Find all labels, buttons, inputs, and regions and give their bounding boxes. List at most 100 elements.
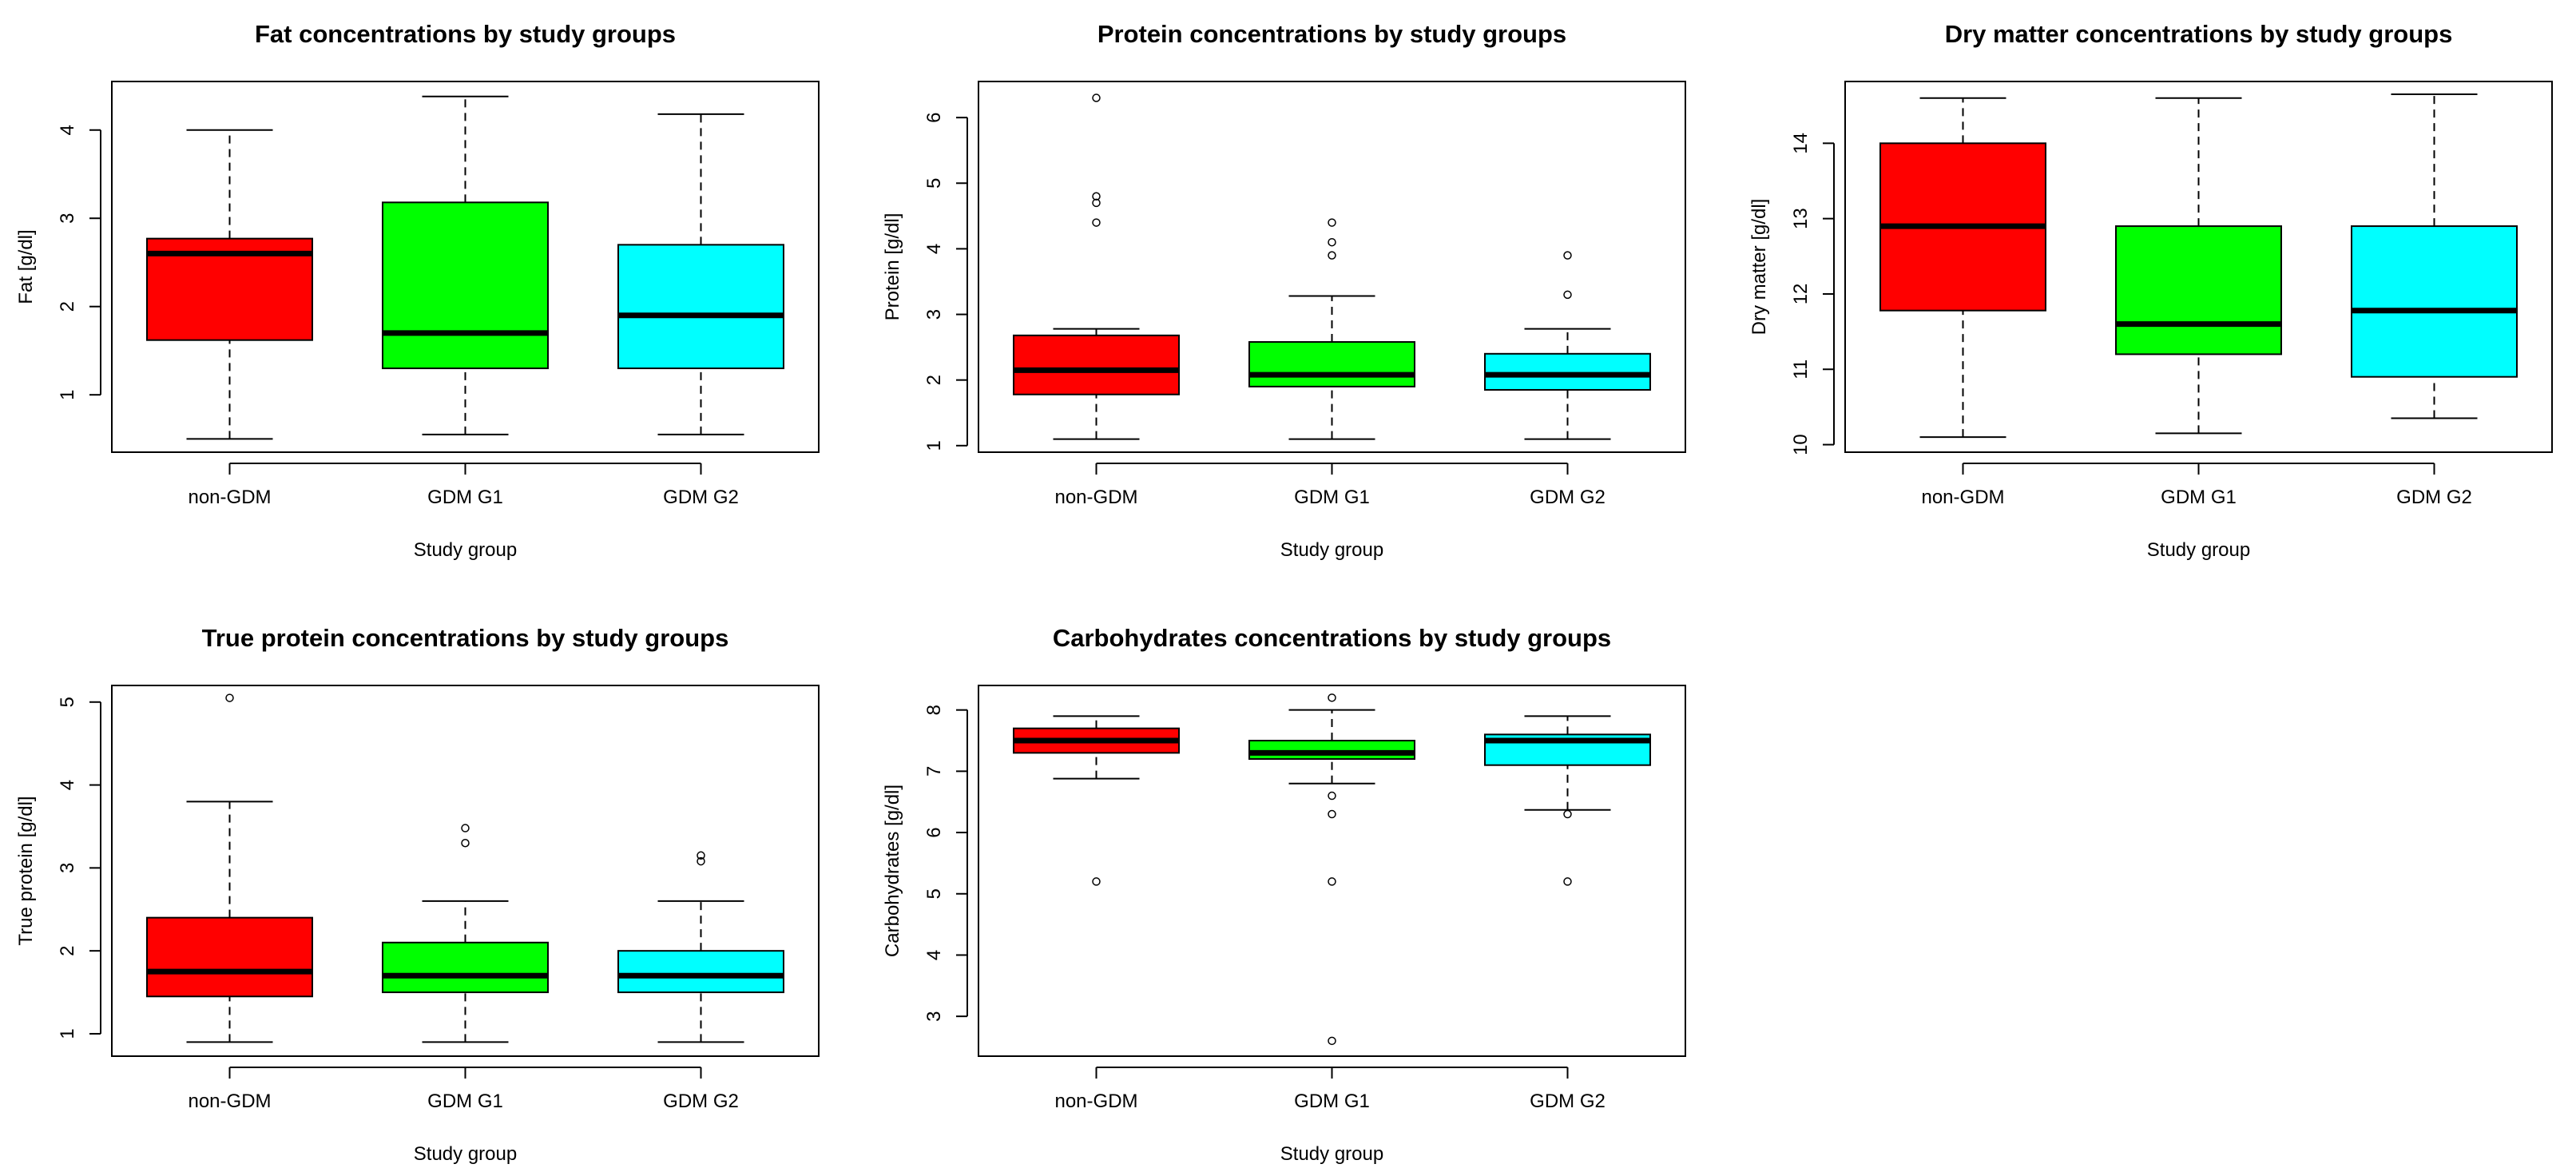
outlier-point: [1092, 93, 1101, 102]
x-axis-label: Study group: [414, 1143, 517, 1165]
outlier-point: [1092, 218, 1101, 227]
outlier-point: [1092, 198, 1101, 208]
y-axis-label: Protein [g/dl]: [882, 213, 903, 321]
box-1: [146, 693, 313, 1043]
x-tick-label: GDM G2: [1530, 487, 1606, 508]
y-tick-label: 4: [923, 950, 945, 960]
y-tick-label: 10: [1790, 434, 1812, 455]
outlier-point: [1563, 251, 1572, 260]
box-2: [2115, 97, 2282, 435]
x-tick-label: GDM G1: [1294, 1091, 1370, 1112]
box-2: [1248, 693, 1415, 1046]
y-tick-label: 6: [923, 827, 945, 837]
y-tick-label: 5: [57, 697, 78, 707]
outlier-point: [461, 838, 470, 848]
box-3: [617, 113, 784, 435]
y-axis-label: True protein [g/dl]: [15, 796, 37, 945]
x-tick-label: GDM G1: [427, 1091, 503, 1112]
y-tick-label: 13: [1790, 208, 1812, 229]
x-axis-label: Study group: [1280, 539, 1383, 561]
boxplot-panel: Fat concentrations by study groups Study …: [15, 20, 820, 561]
box-1: [1013, 715, 1180, 886]
x-tick-label: GDM G2: [663, 487, 739, 508]
outlier-point: [1092, 877, 1101, 886]
y-tick-label: 14: [1790, 133, 1812, 154]
iqr-box: [2115, 225, 2282, 356]
y-tick-label: 7: [923, 766, 945, 777]
y-tick-label: 3: [57, 213, 78, 224]
x-tick-label: GDM G1: [1294, 487, 1370, 508]
y-tick-label: 2: [923, 375, 945, 385]
iqr-box: [1248, 341, 1415, 387]
outlier-point: [1328, 693, 1336, 702]
iqr-box: [1013, 334, 1180, 395]
y-tick-label: 6: [923, 112, 945, 122]
boxplot-panel: Dry matter concentrations by study group…: [1748, 20, 2553, 561]
y-tick-label: 1: [923, 440, 945, 451]
x-tick-label: GDM G2: [1530, 1091, 1606, 1112]
x-tick-label: GDM G2: [663, 1091, 739, 1112]
outlier-point: [1328, 251, 1336, 260]
outlier-point: [1563, 290, 1572, 300]
x-tick-label: non-GDM: [1054, 1091, 1137, 1112]
outlier-point: [1328, 218, 1336, 227]
plot-frame: [978, 685, 1686, 1057]
x-tick-label: non-GDM: [1921, 487, 2004, 508]
x-tick-label: non-GDM: [188, 1091, 271, 1112]
box-1: [146, 129, 313, 440]
y-tick-label: 3: [923, 309, 945, 320]
y-axis-label: Fat [g/dl]: [15, 229, 37, 304]
outlier-point: [1563, 809, 1572, 819]
y-tick-label: 2: [57, 945, 78, 956]
plot-frame: [1844, 81, 2553, 453]
iqr-box: [617, 950, 784, 994]
iqr-box: [382, 941, 549, 994]
iqr-box: [1484, 352, 1651, 391]
outlier-point: [1328, 1036, 1336, 1046]
outlier-point: [1092, 192, 1101, 201]
box-1: [1879, 97, 2046, 439]
x-axis-label: Study group: [2147, 539, 2250, 561]
x-tick-label: non-GDM: [188, 487, 271, 508]
outlier-point: [1328, 237, 1336, 247]
box-1: [1013, 93, 1180, 440]
y-tick-label: 12: [1790, 284, 1812, 305]
chart-title: Carbohydrates concentrations by study gr…: [1053, 624, 1611, 652]
y-axis-label: Carbohydrates [g/dl]: [882, 785, 903, 957]
plot-frame: [978, 81, 1686, 453]
iqr-box: [2351, 225, 2518, 378]
boxplot-panel: True protein concentrations by study gro…: [15, 624, 820, 1165]
outlier-point: [1328, 877, 1336, 886]
outlier-point: [697, 851, 705, 860]
chart-title: Dry matter concentrations by study group…: [1945, 20, 2453, 48]
outlier-point: [697, 856, 705, 866]
box-3: [1484, 251, 1651, 440]
outlier-point: [225, 693, 234, 702]
box-3: [1484, 715, 1651, 886]
outlier-point: [461, 824, 470, 832]
x-axis-label: Study group: [414, 539, 517, 561]
box-3: [617, 851, 784, 1043]
outlier-point: [1328, 809, 1336, 819]
box-2: [382, 95, 549, 435]
y-tick-label: 4: [57, 125, 78, 135]
iqr-box: [617, 244, 784, 370]
y-tick-label: 2: [57, 301, 78, 312]
x-tick-label: non-GDM: [1054, 487, 1137, 508]
boxplot-panel: Carbohydrates concentrations by study gr…: [882, 624, 1686, 1165]
iqr-box: [382, 201, 549, 370]
box-3: [2351, 93, 2518, 419]
chart-title: True protein concentrations by study gro…: [202, 624, 729, 652]
iqr-box: [146, 916, 313, 998]
y-tick-label: 5: [923, 888, 945, 899]
box-2: [1248, 218, 1415, 440]
iqr-box: [1248, 740, 1415, 761]
y-tick-label: 8: [923, 705, 945, 715]
box-2: [382, 824, 549, 1043]
x-axis-label: Study group: [1280, 1143, 1383, 1165]
outlier-point: [1563, 877, 1572, 886]
y-tick-label: 3: [923, 1011, 945, 1021]
y-tick-label: 1: [57, 1028, 78, 1039]
y-tick-label: 3: [57, 863, 78, 873]
